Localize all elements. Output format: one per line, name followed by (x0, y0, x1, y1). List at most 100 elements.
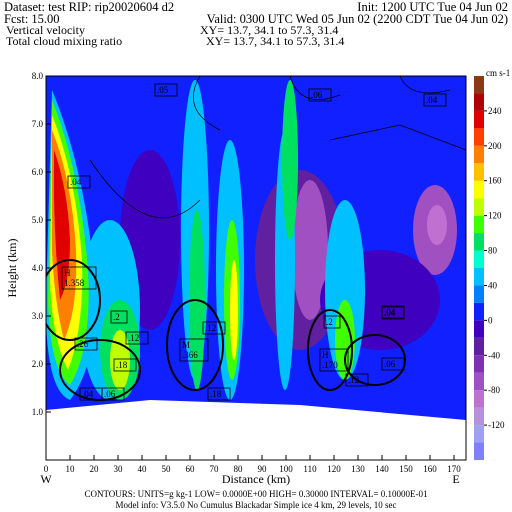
contour-label-box (154, 83, 178, 97)
x-tick-label: 0 (44, 464, 49, 474)
colorbar-band (474, 355, 484, 373)
colorbar-band (474, 163, 484, 181)
colorbar-band (474, 76, 484, 94)
colorbar-band (474, 442, 484, 460)
contour-label-box (319, 348, 349, 372)
colorbar-band (474, 145, 484, 164)
colorbar-tick-label: 0 (488, 315, 493, 325)
contour-label-box (101, 387, 125, 401)
x-tick-label: 130 (351, 464, 365, 474)
contour-label: .06 (384, 359, 396, 369)
contour-label-box (381, 357, 405, 371)
colorbar-tick-label: 120 (488, 211, 502, 221)
colorbar-tick-label: -120 (488, 420, 505, 430)
colorbar-band (474, 128, 484, 146)
colorbar-band (474, 215, 484, 234)
colorbar-tick-label: 40 (488, 280, 498, 290)
header-valid: Valid: 0300 UTC Wed 05 Jun 02 (2200 CDT … (207, 12, 508, 26)
x-tick-label: 160 (423, 464, 437, 474)
contour-label: .26 (77, 339, 89, 349)
end-label: W (40, 472, 52, 486)
colorbar-band (474, 233, 484, 251)
contour-label-box (323, 315, 341, 329)
contour-label-box (207, 387, 231, 401)
contour-label: .12 (205, 323, 216, 333)
contour-label: .12 (348, 375, 359, 385)
y-tick-label: 3.0 (32, 311, 44, 321)
colorbar-band (474, 390, 484, 408)
end-label: E (452, 472, 459, 486)
contour-label: M .366 (182, 340, 198, 360)
contour-label-box (61, 266, 97, 290)
contour-label: .04 (384, 308, 396, 318)
x-tick-label: 100 (279, 464, 293, 474)
x-tick-label: 40 (138, 464, 148, 474)
contour-label-box (179, 338, 209, 362)
colorbar-band (474, 285, 484, 303)
colorbar-tick-label: 200 (488, 141, 502, 151)
contour-label-box (202, 321, 226, 335)
y-tick-label: 8.0 (32, 71, 44, 81)
y-axis-label: Height (km) (5, 239, 19, 298)
x-tick-label: 80 (234, 464, 244, 474)
contour-label: .12 (128, 333, 139, 343)
x-tick-label: 170 (447, 464, 461, 474)
colorbar-band (474, 302, 484, 321)
colorbar-tick-label: -40 (488, 350, 500, 360)
x-tick-label: 150 (399, 464, 413, 474)
contour-label: .06 (311, 90, 323, 100)
contour-label-box (423, 93, 447, 107)
colorbar-band (474, 93, 484, 111)
colorbar-band (474, 198, 484, 216)
x-tick-label: 20 (90, 464, 100, 474)
field (46, 76, 466, 460)
header-dataset: Dataset: test RIP: rip20020604 d2 (4, 0, 174, 14)
contour-label: .18 (116, 360, 128, 370)
header-fcst: Fcst: 15.00 (4, 12, 60, 26)
y-tick-label: 4.0 (32, 263, 44, 273)
contour-label: .06 (104, 389, 116, 399)
x-tick-label: 50 (162, 464, 172, 474)
x-tick-label: 120 (327, 464, 341, 474)
contour-label-box (113, 358, 137, 372)
contour-label: .04 (70, 177, 82, 187)
contour-label: .05 (157, 85, 169, 95)
contour-label: .04 (426, 95, 438, 105)
contour-label: .18 (210, 389, 222, 399)
colorbar-unit: cm s-1 (486, 68, 510, 78)
contour-label-box (381, 306, 405, 320)
contour-label-box (308, 88, 332, 102)
footer-contours: CONTOURS: UNITS=g kg-1 LOW= 0.0000E+00 H… (84, 489, 427, 499)
contour-label: .2 (326, 317, 333, 327)
colorbar-tick-label: -80 (488, 385, 500, 395)
contour-label-box (110, 310, 128, 324)
contour-label-box (125, 331, 149, 345)
x-tick-label: 140 (375, 464, 389, 474)
y-tick-label: 5.0 (32, 215, 44, 225)
colorbar-band (474, 372, 484, 391)
contour-label: H 1.358 (64, 268, 85, 288)
colorbar-tick-label: 80 (488, 246, 498, 256)
header-init: Init: 1200 UTC Tue 04 Jun 02 (357, 0, 508, 14)
x-tick-label: 110 (303, 464, 317, 474)
colorbar-tick-label: 240 (488, 106, 502, 116)
y-tick-label: 1.0 (32, 407, 44, 417)
field-name: Total cloud mixing ratio (6, 34, 122, 48)
contour-label-box (345, 373, 369, 387)
contour-label: .04 (384, 307, 396, 317)
field-name: Vertical velocity (6, 23, 85, 37)
cross-section: XY= 13.7, 34.1 to 57.3, 31.4 (206, 34, 344, 48)
colorbar-tick-label: 160 (488, 176, 502, 186)
colorbar-band (474, 320, 484, 338)
colorbar-band (474, 180, 484, 199)
x-tick-label: 60 (186, 464, 196, 474)
contour-label: .2 (113, 312, 120, 322)
x-tick-label: 30 (114, 464, 124, 474)
x-tick-label: 10 (66, 464, 76, 474)
y-tick-label: 2.0 (32, 359, 44, 369)
contour-label: H .170 (322, 350, 338, 370)
y-tick-label: 7.0 (32, 119, 44, 129)
cross-section: XY= 13.7, 34.1 to 57.3, 31.4 (200, 23, 338, 37)
colorbar-band (474, 407, 484, 426)
